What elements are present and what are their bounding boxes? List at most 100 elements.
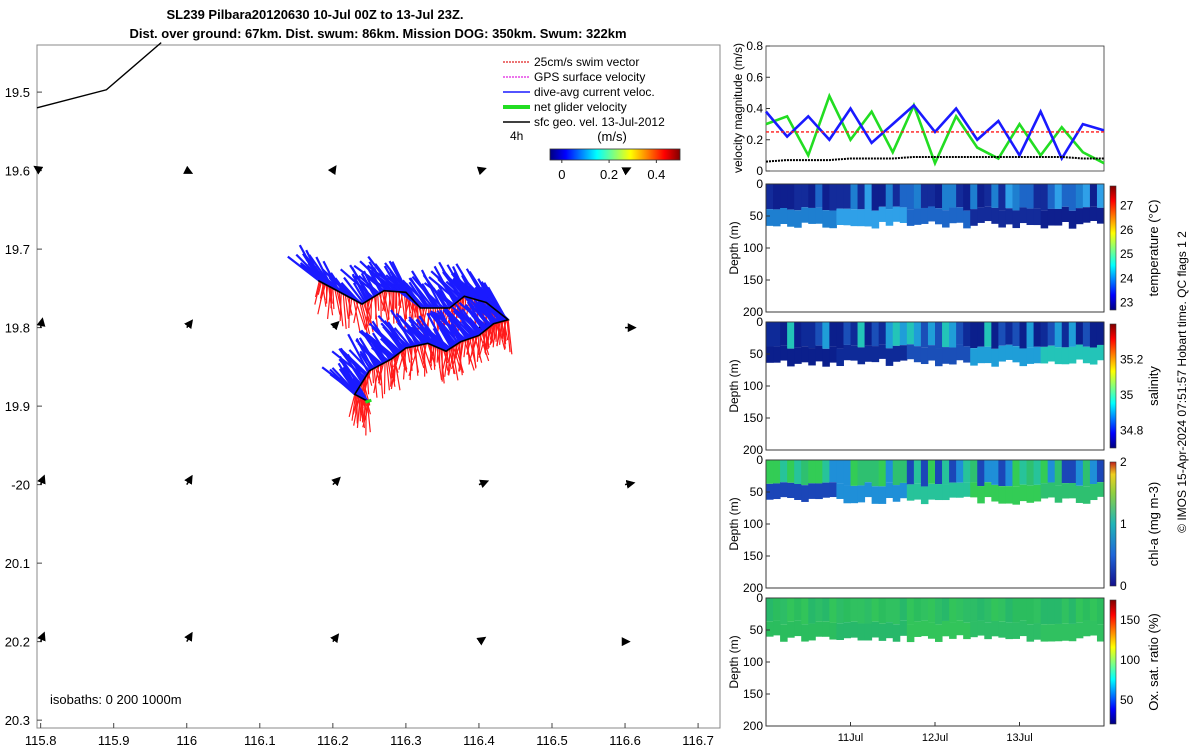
swim-vector (442, 350, 448, 370)
current-vector (458, 301, 490, 329)
chlorophyll-cell (906, 484, 915, 501)
temperature-y-tick-label: 0 (756, 177, 763, 191)
chlorophyll-cell (836, 483, 844, 499)
temperature-cell (794, 210, 802, 228)
salinity-cell (977, 322, 985, 347)
chlorophyll-cell (1054, 460, 1063, 486)
chlorophyll-cell (963, 460, 971, 483)
temperature-cell (956, 184, 964, 208)
oxygen-cell (787, 598, 795, 622)
current-vector (330, 272, 347, 296)
oxygen-y-tick-label: 50 (750, 623, 764, 637)
temperature-cell (1096, 207, 1105, 224)
temperature-cbar-tick-label: 25 (1120, 247, 1134, 261)
oxygen-cell (906, 598, 915, 625)
temperature-cell (927, 206, 936, 222)
temperature-cell (949, 184, 957, 208)
temperature-cell (984, 184, 992, 207)
oxygen-cell (1054, 623, 1063, 642)
swim-vector (328, 286, 334, 316)
temperature-cell (935, 184, 943, 209)
swim-vector (409, 346, 413, 381)
map-y-tick-label: 20.3 (5, 713, 30, 728)
oxygen-cell (878, 598, 887, 624)
salinity-cell (850, 345, 859, 361)
current-vector (440, 328, 456, 347)
swim-vector (463, 339, 467, 358)
salinity-cell (780, 322, 788, 346)
oxygen-cell (815, 598, 823, 622)
swim-vector (346, 296, 353, 316)
salinity-cell (829, 346, 837, 363)
current-vector (446, 264, 467, 298)
chlorophyll-cell (864, 482, 873, 498)
swim-vector (317, 282, 322, 295)
swim-vector (393, 354, 399, 368)
swim-vector (400, 291, 406, 320)
temperature-cell (780, 207, 788, 224)
swim-vector (348, 394, 356, 418)
chlorophyll-cell (843, 460, 851, 486)
current-vector (359, 352, 372, 371)
oxygen-cell (815, 621, 823, 637)
current-vector (460, 320, 476, 338)
chlorophyll-cell (850, 460, 859, 486)
chlorophyll-cell (998, 486, 1006, 504)
chlorophyll-cell (927, 483, 936, 500)
map-x-ticks: 115.8 115.9 116 116.1 116.2 116.3 116.4 116.5 11… (25, 723, 714, 748)
temperature-cell (787, 209, 795, 227)
salinity-cell (1068, 346, 1077, 364)
oxygen-cell (927, 598, 936, 623)
colorbar-tick-label: 0 (558, 167, 565, 182)
chlorophyll-cell (1047, 460, 1056, 483)
sfc-vector-arrow (624, 479, 636, 489)
isobaths-label: isobaths: 0 200 1000m (50, 692, 182, 707)
swim-vector (447, 348, 451, 375)
salinity-cell (787, 322, 795, 349)
swim-vector (355, 300, 367, 330)
oxygen-cell (1019, 620, 1028, 637)
oxygen-cell (801, 624, 809, 642)
temperature-y-tick-label: 200 (743, 305, 763, 319)
temperature-cell (1047, 184, 1056, 209)
salinity-cell (829, 322, 837, 347)
map-y-tick-label: 19.8 (5, 321, 30, 336)
salinity-cell (942, 322, 950, 348)
current-vector (465, 296, 500, 324)
chlorophyll-cbar-tick-label: 0 (1120, 579, 1127, 593)
oxygen-cell (822, 598, 830, 622)
salinity-cell (970, 348, 978, 366)
oxygen-cell (1061, 623, 1070, 641)
temperature-cell (1082, 184, 1091, 208)
oxygen-cell (1075, 622, 1084, 639)
chlorophyll-y-tick-label: 0 (756, 453, 763, 467)
salinity-cell (913, 346, 922, 363)
swim-vector (466, 338, 472, 355)
current-vector (442, 309, 470, 340)
current-vector (389, 270, 404, 293)
current-vector (360, 272, 376, 297)
oxygen-cell (829, 622, 837, 640)
salinity-cell (1019, 348, 1028, 367)
temperature-cell (787, 184, 795, 210)
current-vector (383, 265, 401, 293)
oxygen-cell (949, 598, 957, 623)
temperature-cell (1061, 206, 1070, 222)
swim-vector (332, 288, 335, 310)
current-vector (421, 283, 439, 309)
temperature-cell (1012, 210, 1020, 229)
time-tick-label: 11Jul (838, 732, 863, 744)
oxygen-cell (1096, 598, 1105, 625)
current-vector (351, 266, 371, 300)
temperature-cell (801, 207, 809, 223)
salinity-y-tick-label: 150 (743, 411, 763, 425)
map-y-tick-label: 20.1 (5, 556, 30, 571)
current-vector (455, 325, 474, 339)
salinity-colorbar (1109, 323, 1117, 449)
swim-vector (321, 282, 327, 307)
oxygen-cell (935, 598, 943, 625)
swim-vector (444, 349, 449, 377)
chlorophyll-cell (1040, 483, 1049, 499)
current-vector (428, 312, 458, 346)
current-vector (451, 266, 469, 298)
